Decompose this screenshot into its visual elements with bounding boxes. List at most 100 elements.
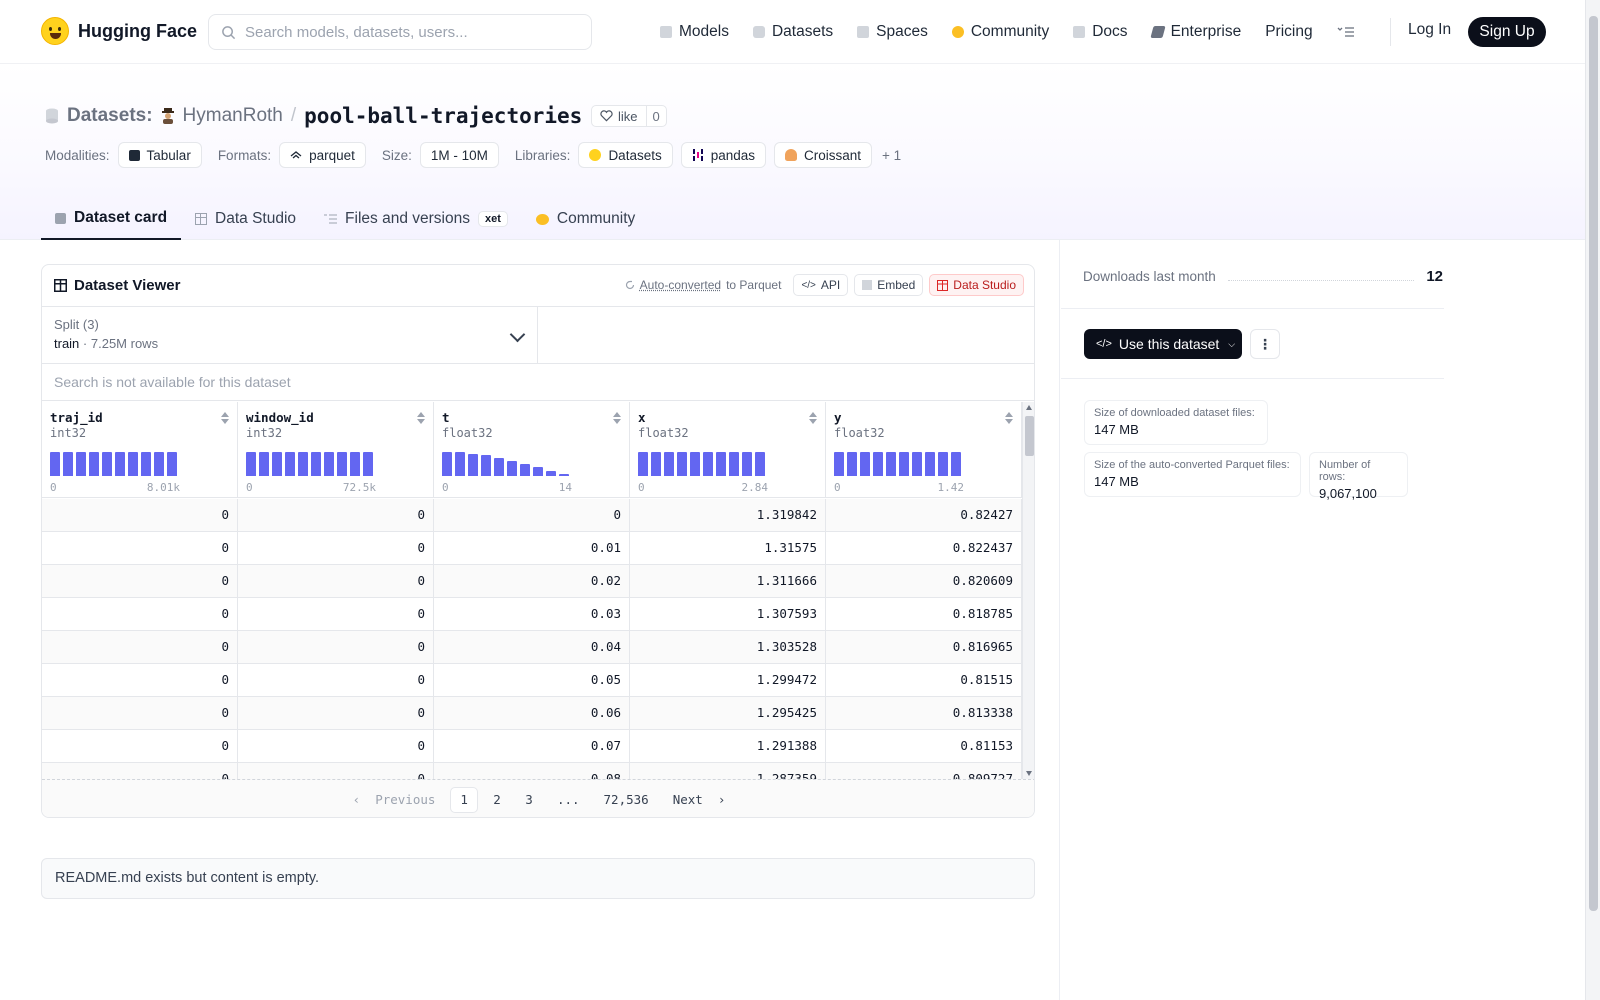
column-histogram[interactable] [50, 452, 180, 476]
table-row[interactable]: 0 0 0.01 1.31575 0.822437 [42, 532, 1022, 565]
more-tags-link[interactable]: + 1 [882, 147, 902, 163]
table-cell[interactable]: 0 [42, 730, 238, 763]
histogram-bar[interactable] [63, 452, 73, 476]
more-options-button[interactable]: ⋮ [1250, 329, 1280, 359]
tab-dataset-card[interactable]: Dataset card [41, 198, 182, 240]
histogram-bar[interactable] [259, 452, 269, 476]
table-cell[interactable]: 0 [238, 664, 434, 697]
table-row[interactable]: 0 0 0.06 1.295425 0.813338 [42, 697, 1022, 730]
histogram-bar[interactable] [50, 452, 60, 476]
histogram-bar[interactable] [638, 452, 648, 476]
scroll-up-icon[interactable] [1026, 405, 1032, 410]
search-input[interactable] [245, 23, 565, 41]
histogram-bar[interactable] [847, 452, 857, 476]
table-cell[interactable]: 1.287359 [630, 763, 826, 779]
table-cell[interactable]: 0.820609 [826, 565, 1022, 598]
column-header-1[interactable]: window_id int32 0 72.5k [238, 402, 434, 498]
previous-page-button[interactable]: ‹ Previous [352, 792, 436, 807]
histogram-bar[interactable] [442, 452, 452, 476]
histogram-bar[interactable] [860, 452, 870, 476]
histogram-bar[interactable] [925, 452, 935, 476]
sort-icon[interactable] [809, 412, 817, 424]
table-cell[interactable]: 1.291388 [630, 730, 826, 763]
histogram-bar[interactable] [899, 452, 909, 476]
table-cell[interactable]: 0.81515 [826, 664, 1022, 697]
table-cell[interactable]: 0 [238, 730, 434, 763]
table-row[interactable]: 0 0 0.07 1.291388 0.81153 [42, 730, 1022, 763]
column-histogram[interactable] [246, 452, 376, 476]
histogram-bar[interactable] [363, 452, 373, 476]
histogram-bar[interactable] [677, 452, 687, 476]
table-cell[interactable]: 0 [42, 697, 238, 730]
nav-pricing[interactable]: Pricing [1265, 23, 1312, 41]
column-histogram[interactable] [638, 452, 768, 476]
embed-button[interactable]: Embed [854, 274, 924, 296]
table-cell[interactable]: 0 [238, 499, 434, 532]
table-cell[interactable]: 1.311666 [630, 565, 826, 598]
signup-button[interactable]: Sign Up [1468, 17, 1546, 47]
table-cell[interactable]: 0.08 [434, 763, 630, 779]
tag-size[interactable]: 1M - 10M [419, 142, 499, 168]
histogram-bar[interactable] [834, 452, 844, 476]
hf-logo-link[interactable]: Hugging Face [41, 17, 197, 45]
table-cell[interactable]: 0 [238, 631, 434, 664]
table-cell[interactable]: 0.81153 [826, 730, 1022, 763]
column-header-4[interactable]: y float32 0 1.42 [826, 402, 1022, 498]
histogram-bar[interactable] [272, 452, 282, 476]
histogram-bar[interactable] [546, 471, 556, 476]
table-cell[interactable]: 0.809727 [826, 763, 1022, 779]
like-toggle[interactable]: like [592, 106, 647, 126]
histogram-bar[interactable] [350, 452, 360, 476]
histogram-bar[interactable] [167, 452, 177, 476]
table-cell[interactable]: 0 [42, 565, 238, 598]
page-2-button[interactable]: 2 [493, 792, 501, 807]
use-this-dataset-button[interactable]: </> Use this dataset ⌵ [1084, 329, 1242, 359]
tab-files-and-versions[interactable]: Files and versions xet [310, 198, 522, 240]
auto-converted-link[interactable]: Auto-converted [639, 278, 722, 292]
table-cell[interactable]: 0 [238, 763, 434, 779]
table-cell[interactable]: 0 [42, 631, 238, 664]
column-histogram[interactable] [834, 452, 964, 476]
histogram-bar[interactable] [494, 458, 504, 476]
histogram-bar[interactable] [559, 474, 569, 476]
histogram-bar[interactable] [154, 452, 164, 476]
nav-community[interactable]: Community [951, 23, 1049, 41]
histogram-bar[interactable] [664, 452, 674, 476]
table-cell[interactable]: 0 [238, 697, 434, 730]
table-row[interactable]: 0 0 0.04 1.303528 0.816965 [42, 631, 1022, 664]
histogram-bar[interactable] [324, 452, 334, 476]
login-link[interactable]: Log In [1408, 21, 1452, 38]
table-cell[interactable]: 0.82427 [826, 499, 1022, 532]
sort-icon[interactable] [1005, 412, 1013, 424]
page-3-button[interactable]: 3 [525, 792, 533, 807]
histogram-bar[interactable] [873, 452, 883, 476]
histogram-bar[interactable] [938, 452, 948, 476]
table-cell[interactable]: 0.03 [434, 598, 630, 631]
nav-datasets[interactable]: Datasets [752, 23, 833, 41]
tag-parquet[interactable]: parquet [279, 142, 366, 168]
histogram-bar[interactable] [742, 452, 752, 476]
histogram-bar[interactable] [520, 464, 530, 476]
histogram-bar[interactable] [507, 461, 517, 476]
table-cell[interactable]: 0.04 [434, 631, 630, 664]
table-row[interactable]: 0 0 0.08 1.287359 0.809727 [42, 763, 1022, 779]
histogram-bar[interactable] [690, 452, 700, 476]
section-label[interactable]: Datasets: [67, 105, 153, 126]
histogram-bar[interactable] [455, 452, 465, 476]
table-row[interactable]: 0 0 0.05 1.299472 0.81515 [42, 664, 1022, 697]
owner-link[interactable]: HymanRoth [182, 105, 283, 126]
histogram-bar[interactable] [755, 452, 765, 476]
data-studio-button[interactable]: Data Studio [929, 274, 1024, 296]
table-cell[interactable]: 0 [238, 598, 434, 631]
column-header-0[interactable]: traj_id int32 0 8.01k [42, 402, 238, 498]
api-button[interactable]: </> API [793, 274, 849, 296]
table-cell[interactable]: 0.05 [434, 664, 630, 697]
table-cell[interactable]: 0.07 [434, 730, 630, 763]
histogram-bar[interactable] [651, 452, 661, 476]
nav-spaces[interactable]: Spaces [857, 23, 928, 41]
histogram-bar[interactable] [298, 452, 308, 476]
table-cell[interactable]: 0 [238, 532, 434, 565]
table-cell[interactable]: 1.299472 [630, 664, 826, 697]
table-cell[interactable]: 0.06 [434, 697, 630, 730]
nav-more-menu[interactable] [1337, 26, 1355, 38]
